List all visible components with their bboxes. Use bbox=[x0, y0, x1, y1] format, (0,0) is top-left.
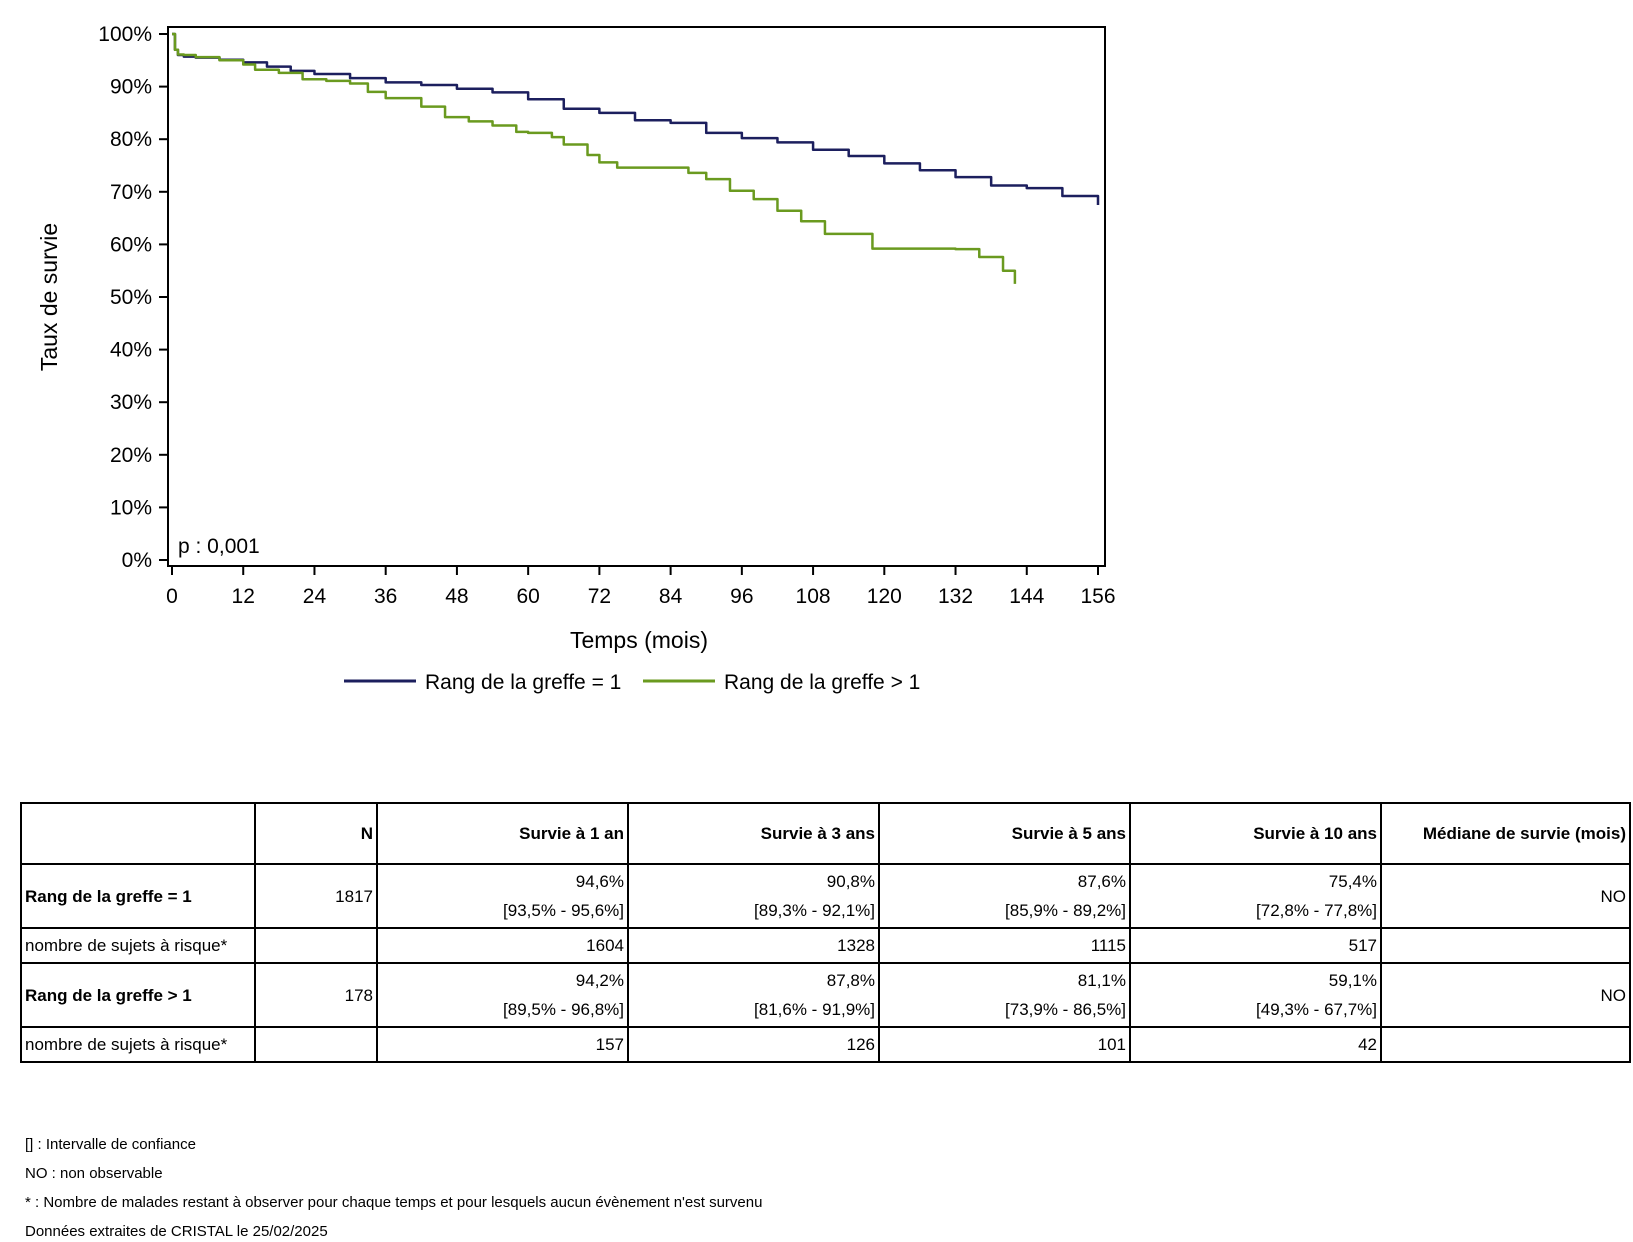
x-tick-label: 0 bbox=[166, 585, 178, 608]
risk-1-3y: 1328 bbox=[627, 927, 880, 964]
y-tick-label: 40% bbox=[110, 339, 152, 362]
y-tick-label: 70% bbox=[110, 181, 152, 204]
group-2-1y: 94,2% [89,5% - 96,8%] bbox=[376, 962, 629, 1028]
series-line-1 bbox=[172, 32, 1100, 205]
x-tick-label: 12 bbox=[232, 585, 255, 608]
series-layer bbox=[172, 32, 1100, 284]
risk-2-3y: 126 bbox=[627, 1026, 880, 1063]
y-axis-title: Taux de survie bbox=[36, 223, 62, 371]
y-tick-label: 10% bbox=[110, 496, 152, 519]
risk-2-median bbox=[1380, 1026, 1631, 1063]
rate-value: 94,2% bbox=[575, 971, 624, 990]
header-median: Médiane de survie (mois) bbox=[1380, 802, 1631, 865]
y-tick-label: 50% bbox=[110, 286, 152, 309]
x-tick-label: 84 bbox=[659, 585, 683, 608]
group-2-5y: 81,1% [73,9% - 86,5%] bbox=[878, 962, 1131, 1028]
x-tick-label: 24 bbox=[303, 585, 327, 608]
y-tick-label: 80% bbox=[110, 128, 152, 151]
table-header-row: N Survie à 1 an Survie à 3 ans Survie à … bbox=[20, 802, 1631, 865]
y-axis: 0% 10% 20% 30% 40% 50% 60% 70% 80% 90% 100% bbox=[98, 23, 168, 572]
x-tick-label: 36 bbox=[374, 585, 397, 608]
x-axis: 0 12 24 36 48 60 72 84 96 108 120 132 144 156 bbox=[166, 566, 1116, 608]
rate-value: 75,4% bbox=[1328, 872, 1377, 891]
x-tick-label: 96 bbox=[730, 585, 753, 608]
header-5-years: Survie à 5 ans bbox=[878, 802, 1131, 865]
x-tick-label: 48 bbox=[445, 585, 468, 608]
y-tick-label: 0% bbox=[122, 549, 152, 572]
ci-value: [81,6% - 91,9%] bbox=[754, 1000, 875, 1019]
group-1-median: NO bbox=[1380, 863, 1631, 929]
rate-value: 87,6% bbox=[1077, 872, 1126, 891]
x-tick-label: 108 bbox=[796, 585, 831, 608]
ci-value: [89,3% - 92,1%] bbox=[754, 901, 875, 920]
risk-1-1y: 1604 bbox=[376, 927, 629, 964]
y-tick-label: 100% bbox=[98, 23, 152, 46]
x-tick-label: 60 bbox=[516, 585, 539, 608]
plot-frame bbox=[167, 26, 1106, 567]
group-2-median: NO bbox=[1380, 962, 1631, 1028]
group-1-n: 1817 bbox=[254, 863, 378, 929]
footnote-no: NO : non observable bbox=[25, 1165, 163, 1182]
group-2-3y: 87,8% [81,6% - 91,9%] bbox=[627, 962, 880, 1028]
ci-value: [89,5% - 96,8%] bbox=[503, 1000, 624, 1019]
header-empty bbox=[20, 802, 256, 865]
header-1-year: Survie à 1 an bbox=[376, 802, 629, 865]
x-axis-title: Temps (mois) bbox=[570, 627, 708, 653]
risk-1-label: nombre de sujets à risque* bbox=[20, 927, 256, 964]
series-line-2 bbox=[172, 32, 1017, 284]
ci-value: [85,9% - 89,2%] bbox=[1005, 901, 1126, 920]
footnote-source: Données extraites de CRISTAL le 25/02/20… bbox=[25, 1223, 328, 1240]
group-1-3y: 90,8% [89,3% - 92,1%] bbox=[627, 863, 880, 929]
ci-value: [93,5% - 95,6%] bbox=[503, 901, 624, 920]
rate-value: 81,1% bbox=[1077, 971, 1126, 990]
legend-label-2: Rang de la greffe > 1 bbox=[724, 671, 920, 694]
risk-2-n bbox=[254, 1026, 378, 1063]
footnote-at-risk: * : Nombre de malades restant à observer… bbox=[25, 1194, 763, 1211]
survival-table: N Survie à 1 an Survie à 3 ans Survie à … bbox=[20, 802, 1631, 1063]
risk-2-5y: 101 bbox=[878, 1026, 1131, 1063]
y-tick-label: 90% bbox=[110, 76, 152, 99]
header-n: N bbox=[254, 802, 378, 865]
risk-2-1y: 157 bbox=[376, 1026, 629, 1063]
x-tick-label: 120 bbox=[867, 585, 902, 608]
group-1-label: Rang de la greffe = 1 bbox=[20, 863, 256, 929]
y-tick-label: 60% bbox=[110, 233, 152, 256]
table-row-group-1: Rang de la greffe = 1 1817 94,6% [93,5% -… bbox=[20, 863, 1631, 929]
group-2-n: 178 bbox=[254, 962, 378, 1028]
x-tick-label: 72 bbox=[588, 585, 611, 608]
risk-1-median bbox=[1380, 927, 1631, 964]
ci-value: [72,8% - 77,8%] bbox=[1256, 901, 1377, 920]
risk-1-n bbox=[254, 927, 378, 964]
group-1-5y: 87,6% [85,9% - 89,2%] bbox=[878, 863, 1131, 929]
risk-2-10y: 42 bbox=[1129, 1026, 1382, 1063]
table-row-risk-1: nombre de sujets à risque* 1604 1328 111… bbox=[20, 927, 1631, 964]
header-10-years: Survie à 10 ans bbox=[1129, 802, 1382, 865]
x-tick-label: 156 bbox=[1080, 585, 1115, 608]
survival-chart: 0% 10% 20% 30% 40% 50% 60% 70% 80% 90% 100% 0 12 24 3… bbox=[36, 23, 1116, 694]
risk-1-10y: 517 bbox=[1129, 927, 1382, 964]
table-row-group-2: Rang de la greffe > 1 178 94,2% [89,5% - … bbox=[20, 962, 1631, 1028]
legend: Rang de la greffe = 1 Rang de la greffe >… bbox=[344, 671, 920, 694]
y-tick-label: 30% bbox=[110, 391, 152, 414]
risk-1-5y: 1115 bbox=[878, 927, 1131, 964]
rate-value: 87,8% bbox=[826, 971, 875, 990]
ci-value: [73,9% - 86,5%] bbox=[1005, 1000, 1126, 1019]
rate-value: 90,8% bbox=[826, 872, 875, 891]
rate-value: 94,6% bbox=[575, 872, 624, 891]
footnote-ci: [] : Intervalle de confiance bbox=[25, 1136, 196, 1153]
y-tick-label: 20% bbox=[110, 444, 152, 467]
legend-label-1: Rang de la greffe = 1 bbox=[425, 671, 621, 694]
group-2-label: Rang de la greffe > 1 bbox=[20, 962, 256, 1028]
x-tick-label: 144 bbox=[1009, 585, 1044, 608]
group-1-1y: 94,6% [93,5% - 95,6%] bbox=[376, 863, 629, 929]
rate-value: 59,1% bbox=[1328, 971, 1377, 990]
ci-value: [49,3% - 67,7%] bbox=[1256, 1000, 1377, 1019]
group-1-10y: 75,4% [72,8% - 77,8%] bbox=[1129, 863, 1382, 929]
header-3-years: Survie à 3 ans bbox=[627, 802, 880, 865]
risk-2-label: nombre de sujets à risque* bbox=[20, 1026, 256, 1063]
group-2-10y: 59,1% [49,3% - 67,7%] bbox=[1129, 962, 1382, 1028]
p-value-annotation: p : 0,001 bbox=[178, 535, 260, 558]
x-tick-label: 132 bbox=[938, 585, 973, 608]
table-row-risk-2: nombre de sujets à risque* 157 126 101 4… bbox=[20, 1026, 1631, 1063]
